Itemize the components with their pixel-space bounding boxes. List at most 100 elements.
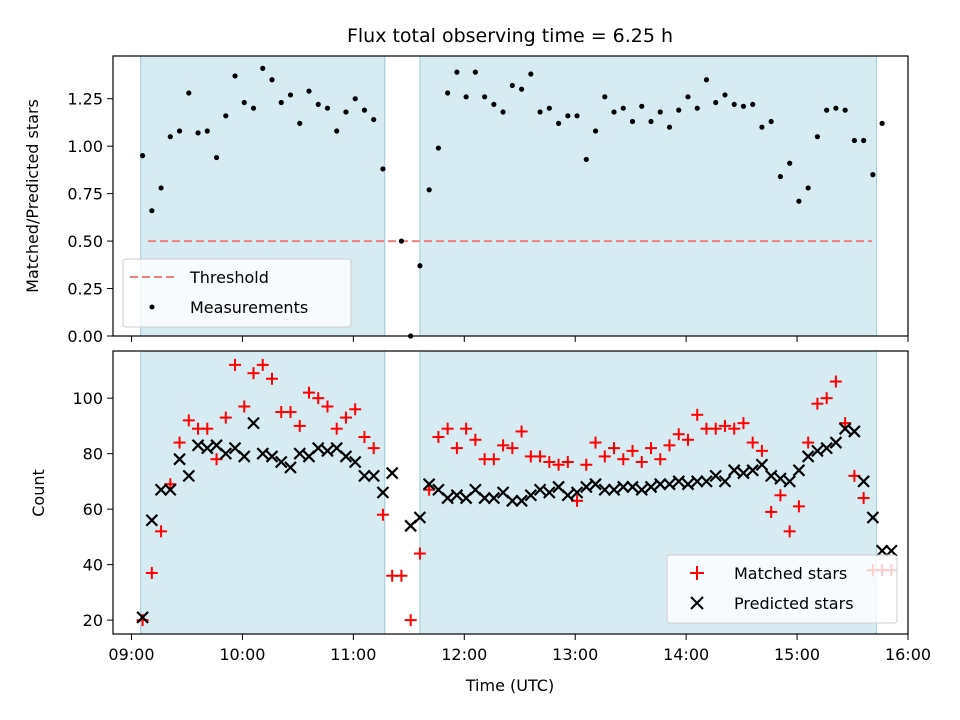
measurement-point bbox=[851, 137, 857, 144]
measurement-point bbox=[186, 90, 192, 96]
matched-star-point bbox=[598, 450, 611, 463]
measurement-point bbox=[417, 263, 423, 269]
measurement-point bbox=[149, 208, 155, 214]
predicted-star-point bbox=[256, 447, 270, 460]
predicted-star-point bbox=[136, 611, 149, 624]
matched-star-point bbox=[173, 436, 186, 449]
x-tick-label: 13:00 bbox=[552, 645, 598, 664]
measurement-point bbox=[491, 101, 497, 108]
predicted-star-point bbox=[635, 483, 649, 497]
measurement-point bbox=[250, 105, 257, 111]
measurement-point bbox=[592, 128, 599, 134]
predicted-star-point bbox=[820, 441, 833, 455]
measurement-point bbox=[195, 130, 201, 136]
matched-star-point bbox=[691, 408, 704, 421]
predicted-star-point bbox=[201, 441, 214, 455]
x-tick-label: 14:00 bbox=[663, 645, 709, 664]
y-tick-label: 20 bbox=[83, 611, 103, 630]
top-observing-windows bbox=[140, 55, 878, 337]
x-tick-label: 15:00 bbox=[774, 645, 820, 664]
matched-star-point bbox=[765, 505, 778, 518]
measurement-point bbox=[648, 118, 654, 125]
matched-star-point bbox=[820, 392, 833, 405]
predicted-star-point bbox=[385, 466, 399, 480]
measurement-point bbox=[842, 107, 848, 113]
measurement-point bbox=[861, 137, 867, 144]
top-y-axis-ticks: 0.00 0.25 0.50 0.75 1.00 1.25 bbox=[67, 90, 113, 346]
y-tick-label: 80 bbox=[83, 445, 103, 464]
predicted-legend-marker bbox=[690, 596, 704, 610]
y-tick-label: 1.00 bbox=[67, 137, 103, 156]
predicted-star-point bbox=[487, 491, 501, 505]
measurement-point bbox=[750, 101, 756, 108]
measurement-point bbox=[158, 185, 164, 191]
predicted-star-point bbox=[875, 544, 889, 558]
predicted-star-point bbox=[792, 464, 806, 477]
matched-star-point bbox=[709, 422, 722, 435]
predicted-star-point bbox=[644, 480, 658, 494]
predicted-star-point bbox=[247, 416, 260, 430]
measurement-point bbox=[509, 82, 515, 89]
matched-star-point bbox=[339, 411, 352, 424]
measurement-point bbox=[713, 99, 719, 106]
measurement-point bbox=[583, 156, 589, 163]
measurement-point bbox=[500, 109, 506, 115]
predicted-star-point bbox=[376, 486, 390, 499]
matched-star-point bbox=[552, 458, 565, 471]
measurement-point bbox=[278, 99, 284, 106]
measurement-point bbox=[380, 166, 386, 172]
predicted-star-point bbox=[265, 450, 279, 463]
predicted-star-point bbox=[358, 469, 371, 483]
measurement-point bbox=[398, 238, 405, 244]
predicted-star-point bbox=[746, 464, 759, 477]
observing-window-2 bbox=[419, 55, 878, 337]
predicted-star-point bbox=[607, 483, 621, 497]
predicted-star-point bbox=[237, 450, 251, 463]
predicted-star-point bbox=[653, 477, 667, 491]
measurement-point bbox=[824, 107, 830, 113]
x-tick-label: 10:00 bbox=[219, 645, 265, 664]
predicted-star-point bbox=[580, 480, 593, 494]
predicted-star-point bbox=[598, 483, 612, 497]
predicted-star-point bbox=[838, 422, 852, 435]
predicted-star-point bbox=[164, 483, 177, 497]
predicted-star-point bbox=[764, 469, 778, 483]
measurement-point bbox=[445, 90, 451, 96]
matched-star-point bbox=[441, 422, 454, 435]
matched-legend-label: Matched stars bbox=[734, 564, 847, 583]
matched-star-point bbox=[543, 455, 556, 468]
matched-star-point bbox=[746, 436, 759, 449]
matched-star-point bbox=[589, 436, 602, 449]
matched-star-point bbox=[404, 614, 417, 627]
matched-star-point bbox=[829, 375, 842, 388]
measurement-point bbox=[213, 154, 220, 161]
top-plot-frame bbox=[112, 55, 909, 337]
measurement-point bbox=[223, 113, 229, 119]
matched-star-point bbox=[413, 547, 426, 560]
matched-star-point bbox=[626, 444, 639, 457]
measurement-point bbox=[629, 118, 636, 125]
measurement-point bbox=[232, 73, 238, 79]
matched-star-point bbox=[561, 455, 574, 468]
matched-star-point bbox=[450, 442, 463, 455]
observing-window-1 bbox=[140, 350, 386, 635]
bottom-x-axis-ticks: 09:00 10:00 11:00 12:00 13:00 14:00 15:00 16:00 bbox=[108, 634, 931, 664]
measurement-point bbox=[426, 187, 432, 193]
measurement-point bbox=[666, 124, 673, 130]
measurement-point bbox=[287, 92, 294, 98]
measurement-point bbox=[777, 173, 784, 180]
matched-star-point bbox=[635, 455, 648, 468]
measurement-point bbox=[482, 94, 488, 100]
matched-star-point bbox=[432, 431, 445, 444]
measurement-point bbox=[324, 105, 331, 111]
predicted-star-point bbox=[284, 461, 297, 474]
predicted-star-point bbox=[422, 477, 436, 491]
measurement-point bbox=[306, 88, 312, 94]
predicted-star-point bbox=[848, 425, 861, 438]
measurement-point bbox=[805, 185, 811, 191]
bottom-panel: 20 40 60 80 100 09:00 10:00 11:00 12:00 13:00 14:… bbox=[29, 350, 931, 695]
matched-star-point bbox=[487, 453, 500, 466]
measurement-point bbox=[703, 77, 710, 83]
matched-star-point bbox=[358, 431, 371, 444]
